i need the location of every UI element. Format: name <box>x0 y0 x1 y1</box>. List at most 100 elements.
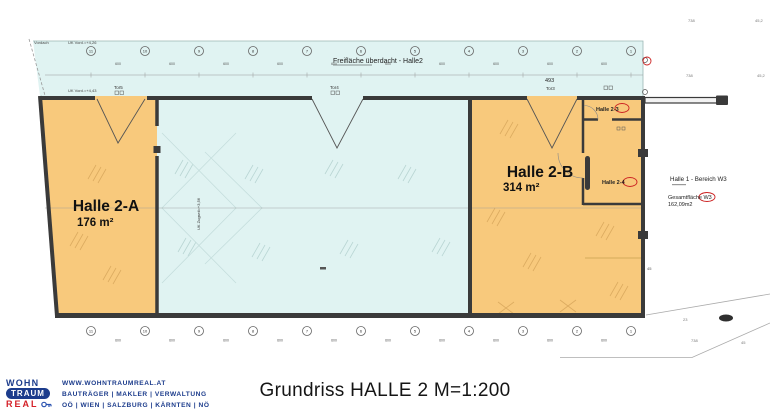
num-738: 738 <box>691 338 698 343</box>
hatch-marks <box>69 119 629 315</box>
svg-text:5: 5 <box>414 329 417 334</box>
svg-text:7: 7 <box>306 329 309 334</box>
logo-text-real: REAL <box>6 399 39 409</box>
room-halle-2a <box>40 96 157 318</box>
key-icon <box>40 401 52 408</box>
svg-text:10: 10 <box>143 49 148 54</box>
svg-text:11: 11 <box>89 49 94 54</box>
canopy-outline <box>33 40 644 96</box>
svg-text:1: 1 <box>630 329 633 334</box>
svg-text:600: 600 <box>439 339 445 343</box>
svg-text:3: 3 <box>522 49 525 54</box>
services-line: BAUTRÄGER | MAKLER | VERWALTUNG <box>62 391 207 399</box>
svg-text:600: 600 <box>277 339 283 343</box>
svg-text:600: 600 <box>439 62 445 66</box>
num-45: 45 <box>741 340 746 345</box>
exterior-beam <box>644 96 719 104</box>
num-452: 45,2 <box>755 18 764 23</box>
svg-text:600: 600 <box>169 339 175 343</box>
walls <box>38 95 645 318</box>
svg-text:6: 6 <box>360 329 363 334</box>
company-footer: WOHN TRAUM REAL WWW.WOHNTRAUMREAL.AT BAU… <box>6 378 210 412</box>
side-note-value: 162,09m2 <box>668 202 692 208</box>
svg-text:600: 600 <box>115 62 121 66</box>
num-23: 23 <box>683 317 688 322</box>
label-tor5: Tor5 <box>114 85 123 90</box>
wohntraumreal-logo[interactable]: WOHN TRAUM REAL <box>6 378 54 410</box>
label-uk-zugseil: UK Zugseil=+3,56 <box>196 197 201 230</box>
site-road-lines <box>560 293 770 358</box>
drawing-caption: Grundriss HALLE 2 M=1:200 <box>259 380 511 401</box>
svg-text:8: 8 <box>252 49 255 54</box>
floor-plan-drawing: Freifläche überdacht - Halle2 Vordach UK… <box>28 18 770 358</box>
label-tor4: Tor4 <box>330 85 339 90</box>
door-arc <box>557 152 584 179</box>
svg-text:3: 3 <box>522 329 525 334</box>
svg-text:600: 600 <box>547 339 553 343</box>
label-dim-493: 493 <box>545 78 554 84</box>
num-738: 738 <box>686 73 693 78</box>
svg-text:600: 600 <box>601 339 607 343</box>
room-halle-2b <box>470 96 645 318</box>
website-link[interactable]: WWW.WOHNTRAUMREAL.AT <box>62 380 166 387</box>
detail-marker <box>642 89 648 95</box>
wall-pier <box>638 231 648 239</box>
svg-text:600: 600 <box>493 62 499 66</box>
room-a-name: Halle 2-A <box>73 198 139 215</box>
freiflaeche-title: Freifläche überdacht - Halle2 <box>333 58 423 65</box>
svg-text:2: 2 <box>576 49 579 54</box>
room-b-name: Halle 2-B <box>507 164 573 181</box>
logo-text-traum: TRAUM <box>6 388 50 399</box>
gate-symbols <box>114 85 626 131</box>
side-note-label: Gesamtfläche W3 <box>668 195 712 201</box>
num-452: 45,2 <box>757 73 766 78</box>
svg-text:600: 600 <box>493 339 499 343</box>
svg-text:600: 600 <box>223 62 229 66</box>
svg-text:600: 600 <box>277 62 283 66</box>
svg-text:600: 600 <box>331 62 337 66</box>
room-b-area: 314 m² <box>503 182 540 194</box>
svg-text:9: 9 <box>198 49 201 54</box>
side-note-title: Halle 1 - Bereich W3 <box>670 176 727 183</box>
svg-text:600: 600 <box>223 339 229 343</box>
small-note-text <box>672 184 686 186</box>
svg-text:6: 6 <box>360 49 363 54</box>
svg-text:600: 600 <box>331 339 337 343</box>
sliding-door-leaf <box>585 156 590 190</box>
svg-text:600: 600 <box>385 339 391 343</box>
label-tor3: Tor3 <box>546 86 555 91</box>
regions-line: OÖ | WIEN | SALZBURG | KÄRNTEN | NÖ <box>62 402 210 410</box>
boundary-dashed-line <box>28 38 47 100</box>
svg-text:11: 11 <box>89 329 94 334</box>
svg-text:600: 600 <box>115 339 121 343</box>
label-uk-vord-top: UK Vord.=+4,26 <box>68 40 97 45</box>
room-4-name: Halle 2-4 <box>602 180 626 186</box>
svg-text:7: 7 <box>306 49 309 54</box>
svg-text:9: 9 <box>198 329 201 334</box>
svg-text:10: 10 <box>143 329 148 334</box>
svg-text:5: 5 <box>414 49 417 54</box>
red-revision-circles <box>614 56 716 202</box>
svg-text:600: 600 <box>601 62 607 66</box>
svg-text:600: 600 <box>385 62 391 66</box>
num-738: 738 <box>688 18 695 23</box>
room-a-area: 176 m² <box>77 217 114 229</box>
door-arc <box>583 105 599 120</box>
svg-text:8: 8 <box>252 329 255 334</box>
svg-text:4: 4 <box>468 49 471 54</box>
svg-text:1: 1 <box>630 49 633 54</box>
site-object <box>719 314 733 322</box>
wall-pier <box>638 149 648 157</box>
gate-swing-marks <box>96 98 578 149</box>
label-vordach: Vordach <box>34 40 49 45</box>
wall-pier <box>153 146 161 153</box>
drain-mark <box>320 267 326 270</box>
svg-text:600: 600 <box>547 62 553 66</box>
beam-end-block <box>716 95 728 105</box>
logo-text-wohn: WOHN <box>6 378 40 388</box>
room-3-name: Halle 2-3 <box>596 107 619 113</box>
svg-text:600: 600 <box>169 62 175 66</box>
num-45: 45 <box>647 266 652 271</box>
